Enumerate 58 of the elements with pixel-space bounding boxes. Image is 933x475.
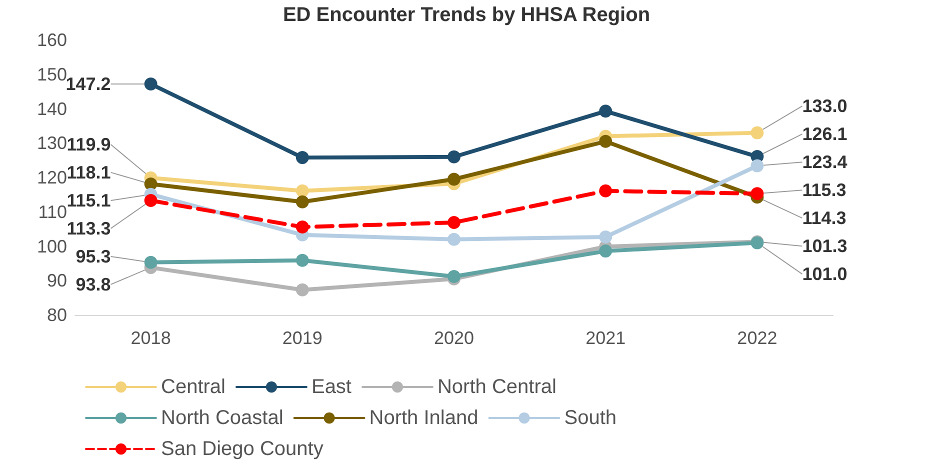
data-label: 115.3 — [802, 180, 846, 200]
point — [448, 232, 460, 246]
legend-label: North Inland — [369, 407, 478, 429]
point — [448, 270, 460, 283]
y-tick-label: 100 — [36, 236, 67, 256]
x-tick-label: 2019 — [282, 328, 322, 348]
x-tick-label: 2021 — [586, 328, 626, 348]
y-tick-label: 90 — [46, 270, 67, 291]
point — [750, 159, 764, 172]
y-tick-label: 80 — [46, 305, 67, 325]
point — [750, 126, 764, 140]
data-label: 147.2 — [66, 74, 111, 94]
point — [448, 150, 460, 164]
data-label: 93.8 — [76, 274, 111, 294]
chart-title: ED Encounter Trends by HHSA Region — [282, 4, 650, 26]
legend-label: East — [311, 376, 352, 398]
data-label: 126.1 — [802, 124, 848, 144]
y-tick-label: 140 — [36, 98, 67, 119]
data-label: 118.1 — [66, 162, 111, 182]
point — [296, 283, 309, 296]
legend-label: North Central — [437, 376, 556, 398]
y-tick-label: 120 — [36, 168, 67, 188]
point — [296, 151, 309, 164]
point — [599, 244, 612, 258]
x-tick-label: 2022 — [737, 328, 778, 348]
point — [144, 256, 158, 269]
point — [296, 254, 309, 267]
y-tick-label: 160 — [36, 30, 67, 50]
x-tick-label: 2018 — [130, 328, 171, 348]
y-tick-label: 110 — [38, 202, 67, 222]
point — [448, 172, 460, 186]
y-tick-label: 150 — [36, 64, 67, 84]
point — [296, 184, 309, 198]
point — [144, 194, 158, 208]
legend-label: San Diego County — [161, 438, 324, 460]
data-label: 95.3 — [76, 246, 111, 266]
data-label: 133.0 — [802, 96, 848, 116]
y-tick-label: 130 — [36, 133, 67, 154]
data-label: 101.3 — [802, 236, 848, 256]
x-tick-label: 2020 — [434, 328, 474, 348]
legend-label: South — [564, 407, 616, 429]
point — [599, 104, 612, 118]
legend-label: Central — [161, 376, 226, 398]
point — [448, 216, 460, 230]
point — [599, 134, 612, 148]
data-label: 115.1 — [66, 190, 111, 210]
point — [144, 78, 158, 90]
data-label: 101.0 — [802, 264, 848, 284]
legend-label: North Coastal — [161, 407, 284, 429]
data-label: 114.3 — [802, 208, 846, 228]
point — [599, 184, 612, 198]
point — [296, 220, 309, 234]
data-label: 119.9 — [66, 134, 111, 154]
point — [296, 195, 309, 208]
data-label: 123.4 — [802, 152, 848, 172]
data-label: 113.3 — [66, 218, 111, 238]
point — [750, 187, 764, 200]
point — [599, 230, 612, 244]
